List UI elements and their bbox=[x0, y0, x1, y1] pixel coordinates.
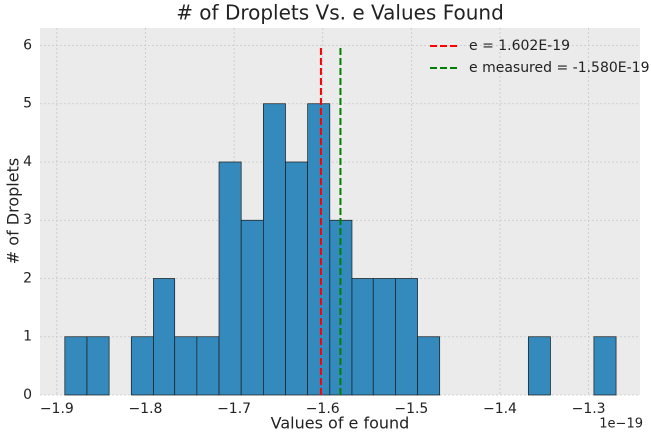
x-axis-label: Values of e found bbox=[271, 414, 410, 433]
bar bbox=[196, 336, 220, 396]
bar bbox=[351, 278, 374, 396]
y-axis-label: # of Droplets bbox=[4, 158, 23, 264]
x-tick-label: −1.5 bbox=[394, 401, 428, 417]
bar bbox=[417, 336, 441, 396]
x-tick-label: −1.3 bbox=[572, 401, 606, 417]
x-tick-label: −1.4 bbox=[483, 401, 517, 417]
y-tick-label: 5 bbox=[23, 96, 32, 112]
y-tick-label: 4 bbox=[23, 154, 32, 170]
x-tick-label: −1.6 bbox=[306, 401, 340, 417]
bar bbox=[153, 278, 176, 396]
bar bbox=[218, 161, 242, 396]
chart-title: # of Droplets Vs. e Values Found bbox=[176, 1, 504, 25]
x-tick-label: −1.9 bbox=[40, 401, 74, 417]
x-tick-label: −1.8 bbox=[128, 401, 162, 417]
bar bbox=[174, 336, 198, 396]
bar bbox=[307, 103, 331, 396]
bar bbox=[372, 278, 396, 396]
bar bbox=[262, 103, 286, 396]
legend-label: e = 1.602E-19 bbox=[469, 38, 570, 54]
bar bbox=[64, 336, 88, 396]
bar bbox=[593, 336, 617, 396]
y-tick-label: 1 bbox=[23, 329, 32, 345]
x-offset-label: 1e−19 bbox=[599, 417, 643, 432]
bar bbox=[285, 161, 309, 396]
y-tick-label: 3 bbox=[23, 212, 32, 228]
y-tick-label: 0 bbox=[23, 387, 32, 403]
bar bbox=[395, 278, 418, 396]
bar bbox=[240, 219, 264, 396]
legend-label: e measured = -1.580E-19 bbox=[469, 60, 649, 76]
bar bbox=[130, 336, 154, 396]
y-tick-label: 2 bbox=[23, 270, 32, 286]
bar bbox=[527, 336, 551, 396]
bar bbox=[86, 336, 110, 396]
x-tick-label: −1.7 bbox=[217, 401, 251, 417]
y-tick-label: 6 bbox=[23, 37, 32, 53]
